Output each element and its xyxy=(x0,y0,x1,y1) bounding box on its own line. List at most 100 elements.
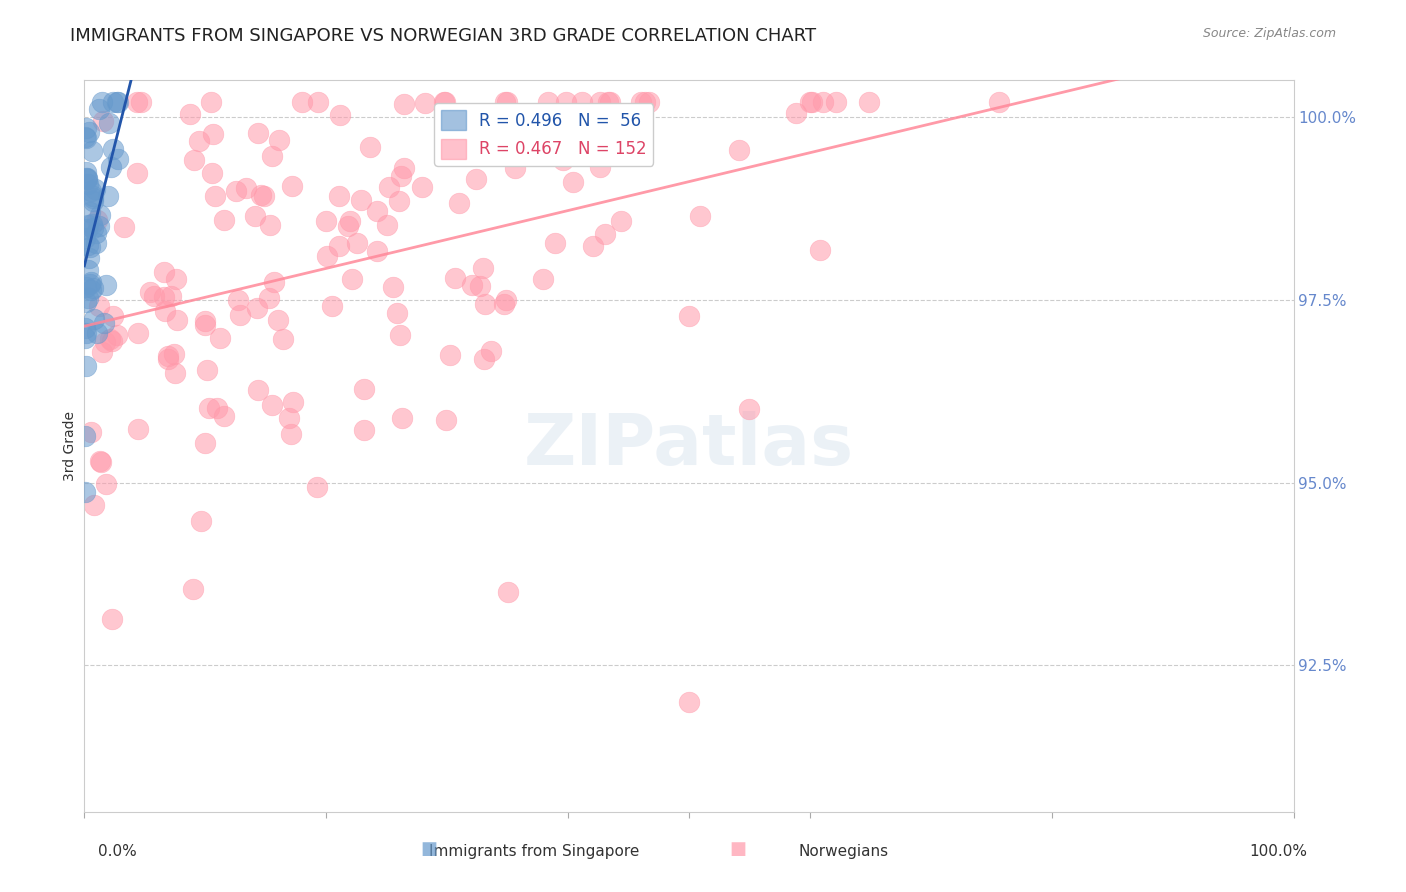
Point xyxy=(127,326,149,340)
Point xyxy=(689,210,711,224)
Point xyxy=(350,193,373,207)
Point xyxy=(194,314,217,328)
Point xyxy=(129,95,152,110)
Point xyxy=(75,131,97,145)
Point xyxy=(153,290,176,304)
Point xyxy=(79,277,101,291)
Point xyxy=(208,331,231,345)
Point xyxy=(434,413,457,427)
Point xyxy=(156,349,179,363)
Point xyxy=(153,264,176,278)
Point xyxy=(257,291,280,305)
Point xyxy=(77,291,100,305)
Point xyxy=(198,401,221,415)
Point xyxy=(388,328,411,343)
Point xyxy=(307,95,329,110)
Point xyxy=(392,97,415,112)
Point xyxy=(808,243,831,257)
Point xyxy=(101,612,124,626)
Point xyxy=(633,95,655,110)
Point xyxy=(139,285,162,299)
Point xyxy=(75,359,97,373)
Point xyxy=(280,427,302,442)
Point xyxy=(413,96,436,111)
Point xyxy=(73,331,96,345)
Point xyxy=(235,181,257,195)
Point xyxy=(391,411,413,425)
Point xyxy=(474,296,496,310)
Point xyxy=(247,126,270,140)
Point xyxy=(799,95,821,110)
Legend: R = 0.496   N =  56, R = 0.467   N = 152: R = 0.496 N = 56, R = 0.467 N = 152 xyxy=(434,103,654,166)
Point xyxy=(316,249,339,263)
Point xyxy=(80,144,103,158)
Point xyxy=(988,95,1011,110)
Text: ■: ■ xyxy=(730,839,747,857)
Point xyxy=(637,95,659,110)
Point xyxy=(87,299,110,313)
Text: IMMIGRANTS FROM SINGAPORE VS NORWEGIAN 3RD GRADE CORRELATION CHART: IMMIGRANTS FROM SINGAPORE VS NORWEGIAN 3… xyxy=(70,27,817,45)
Point xyxy=(544,235,567,250)
Point xyxy=(226,293,249,307)
Point xyxy=(105,95,128,110)
Point xyxy=(589,161,612,175)
Point xyxy=(495,95,517,110)
Point xyxy=(80,425,103,440)
Point xyxy=(83,312,105,326)
Point xyxy=(824,95,846,110)
Point xyxy=(143,288,166,302)
Point xyxy=(197,363,219,377)
Point xyxy=(495,293,517,308)
Point xyxy=(443,271,465,285)
Point xyxy=(599,95,621,110)
Point xyxy=(73,320,96,334)
Point xyxy=(263,276,285,290)
Point xyxy=(165,366,187,380)
Point xyxy=(181,582,204,597)
Point xyxy=(83,182,105,196)
Point xyxy=(281,395,304,409)
Point xyxy=(84,226,107,240)
Point xyxy=(89,454,111,468)
Point xyxy=(107,95,129,110)
Point xyxy=(80,275,103,289)
Point xyxy=(468,278,491,293)
Point xyxy=(389,169,412,184)
Point xyxy=(79,240,101,254)
Point xyxy=(165,271,187,285)
Point xyxy=(93,316,115,330)
Point xyxy=(366,244,388,259)
Point xyxy=(503,161,526,175)
Point xyxy=(84,236,107,251)
Point xyxy=(76,218,98,232)
Point xyxy=(97,189,120,203)
Point xyxy=(100,160,122,174)
Point xyxy=(89,208,111,222)
Point xyxy=(80,184,103,198)
Point xyxy=(204,189,226,203)
Point xyxy=(190,514,212,528)
Point xyxy=(90,344,112,359)
Point xyxy=(494,95,516,110)
Point xyxy=(388,194,411,208)
Point xyxy=(179,107,201,121)
Point xyxy=(101,95,124,110)
Point xyxy=(86,326,108,340)
Point xyxy=(160,289,183,303)
Point xyxy=(83,498,105,512)
Point xyxy=(531,271,554,285)
Point xyxy=(75,429,97,443)
Point xyxy=(434,95,457,110)
Point xyxy=(259,218,281,232)
Point xyxy=(610,214,633,228)
Point xyxy=(98,116,121,130)
Point xyxy=(75,165,97,179)
Point xyxy=(200,95,222,110)
Point xyxy=(449,195,471,210)
Point xyxy=(328,239,350,253)
Point xyxy=(678,695,700,709)
Point xyxy=(90,455,112,469)
Point xyxy=(494,297,516,311)
Point xyxy=(353,423,375,437)
Point xyxy=(98,332,121,346)
